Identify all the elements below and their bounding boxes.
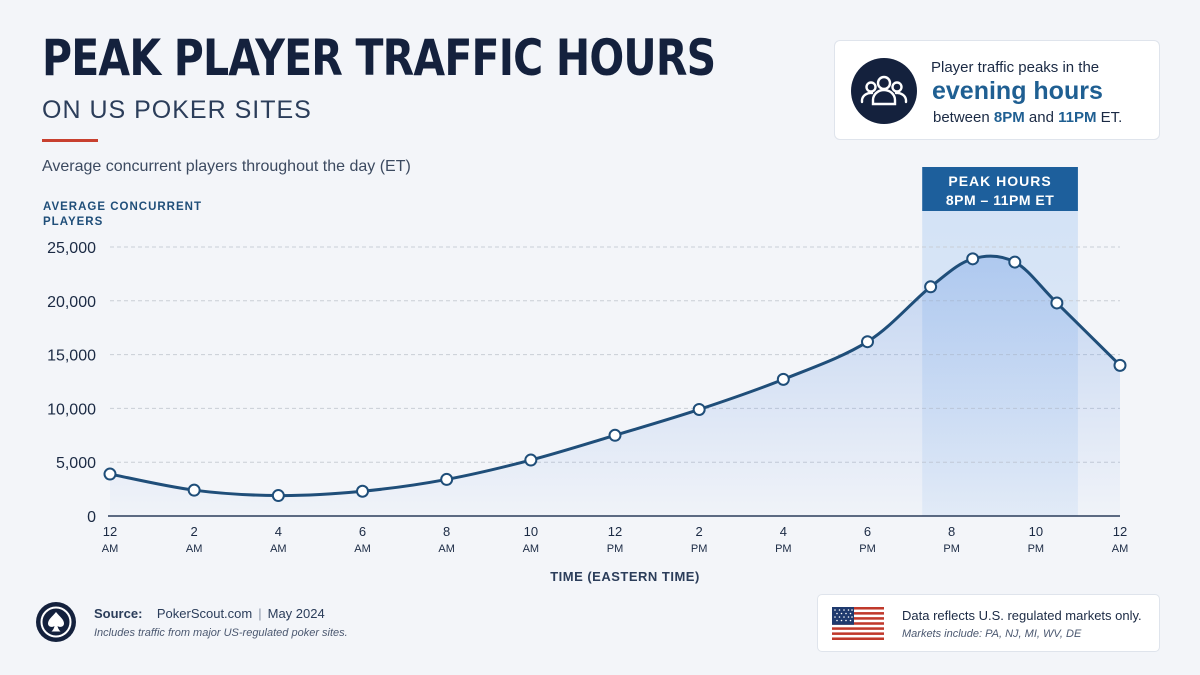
x-tick-label: 8 [948,524,955,539]
peak-hours-label-line1: PEAK HOURS [948,173,1051,189]
y-tick-label: 0 [87,509,96,526]
page-title: PEAK PLAYER TRAFFIC HOURS [42,29,716,87]
data-point [103,467,117,481]
chart-description: Average concurrent players throughout th… [42,158,411,175]
y-axis-title-line1: AVERAGE CONCURRENT [43,201,202,213]
x-tick-label-suffix: PM [775,543,792,555]
x-tick-label: 4 [275,524,282,539]
data-point [966,252,980,266]
market-note-box: Data reflects U.S. regulated markets onl… [817,594,1160,652]
x-tick-label-suffix: PM [943,543,960,555]
callout-tail-text: between 8PM and 11PM ET. [933,109,1122,126]
x-tick-label: 12 [608,524,622,539]
x-tick-label-suffix: AM [186,543,203,555]
users-icon [851,58,917,124]
data-point [692,402,706,416]
x-tick-label: 6 [359,524,366,539]
x-tick-label-suffix: AM [523,543,540,555]
insight-callout: Player traffic peaks in the evening hour… [834,40,1160,140]
data-point [861,335,874,349]
x-tick-label-suffix: PM [691,543,708,555]
x-tick-label-suffix: PM [607,543,624,555]
data-point [440,472,454,486]
data-point [1008,255,1022,269]
data-point [524,453,538,467]
y-tick-label: 10,000 [47,401,96,418]
callout-end-time: 11PM [1058,109,1097,126]
page-subtitle: ON US POKER SITES [42,96,312,124]
data-point [187,483,201,497]
x-tick-label: 2 [696,524,703,539]
x-tick-label-suffix: PM [1028,543,1045,555]
x-tick-label: 10 [1029,524,1043,539]
data-point [271,489,285,503]
x-tick-label: 4 [780,524,787,539]
data-point [1050,296,1064,310]
data-point [924,280,938,294]
y-tick-label: 20,000 [47,294,96,311]
callout-tail-suffix: ET. [1100,109,1123,126]
series-area-fill [110,256,1120,516]
accent-divider [42,139,98,142]
y-tick-label: 5,000 [56,455,96,472]
data-point [1113,358,1127,372]
callout-highlight-text: evening hours [932,77,1103,105]
market-note-sub: Markets include: PA, NJ, MI, WV, DE [902,628,1082,640]
x-tick-label-suffix: AM [102,543,119,555]
x-axis-title: TIME (EASTERN TIME) [550,569,700,584]
data-point [356,484,369,498]
x-tick-label-suffix: AM [438,543,455,555]
y-tick-label: 25,000 [47,240,96,257]
source-line: Source: PokerScout.com | May 2024 [94,606,325,621]
source-separator: | [258,606,262,621]
x-tick-label: 8 [443,524,450,539]
x-tick-label: 6 [864,524,871,539]
source-date: May 2024 [267,606,325,621]
x-tick-label-suffix: AM [1112,543,1129,555]
data-point [776,372,790,386]
series-line [109,254,1122,498]
peak-hours-label-box [922,167,1078,211]
x-tick-label-suffix: AM [270,543,287,555]
peak-hours-label-line2: 8PM – 11PM ET [946,192,1054,208]
source-note: Includes traffic from major US-regulated… [94,627,348,639]
source-label: Source: [94,606,143,621]
us-flag-icon [832,607,884,640]
callout-lead-text: Player traffic peaks in the [931,59,1100,76]
y-axis-title-line2: PLAYERS [43,216,103,228]
x-tick-label: 12 [1113,524,1127,539]
callout-tail-prefix: between [933,109,990,126]
callout-tail-and: and [1028,109,1054,126]
x-tick-label: 12 [103,524,117,539]
spade-icon [36,602,76,642]
y-tick-label: 15,000 [47,348,96,365]
market-note-main: Data reflects U.S. regulated markets onl… [902,608,1142,623]
x-tick-label: 10 [524,524,538,539]
callout-start-time: 8PM [993,109,1025,126]
source-site: PokerScout.com [156,606,253,621]
x-tick-label: 2 [191,524,198,539]
x-tick-label-suffix: PM [859,543,876,555]
x-tick-label-suffix: AM [354,543,371,555]
data-point [608,428,622,442]
